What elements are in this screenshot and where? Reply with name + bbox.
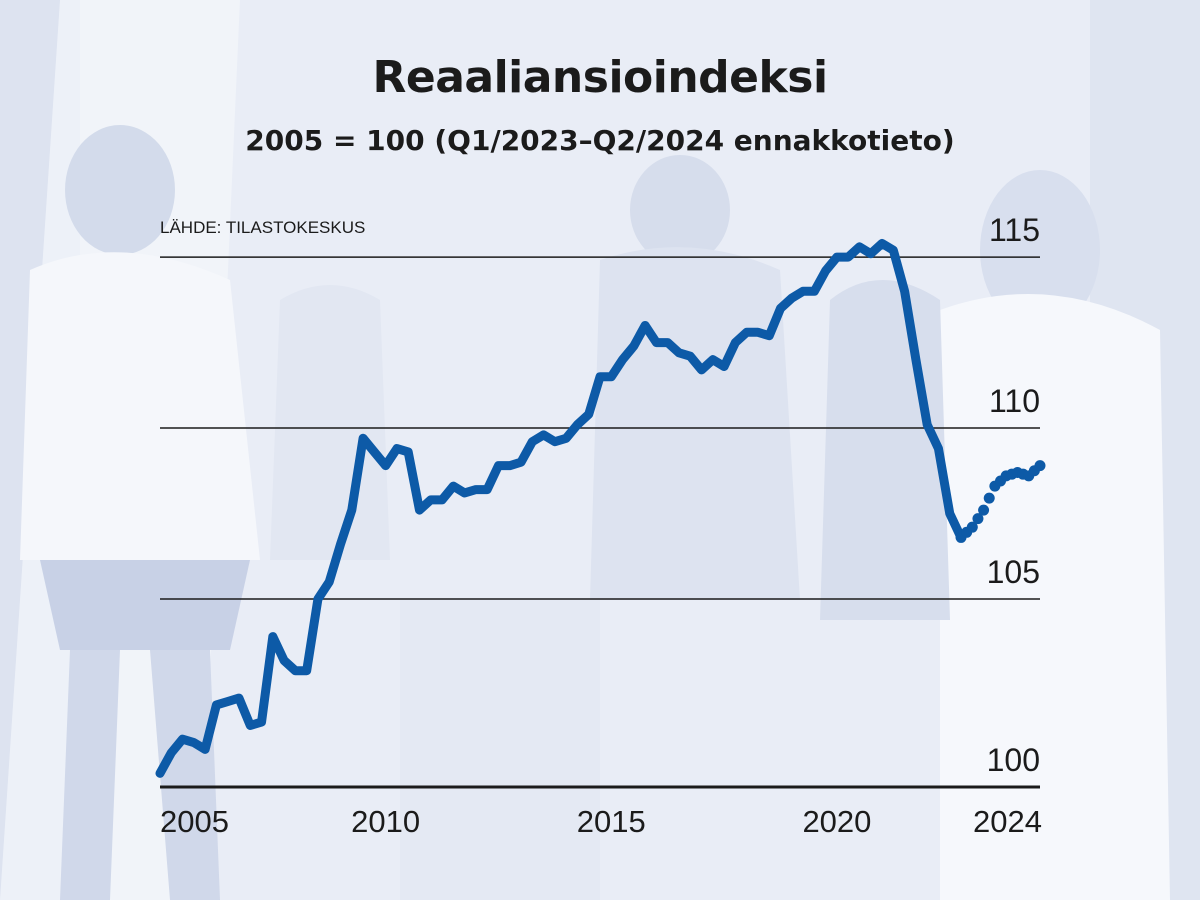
y-tick-label: 100 [987, 742, 1040, 778]
chart-title: Reaaliansioindeksi [372, 52, 828, 103]
source-label: LÄHDE: TILASTOKESKUS [160, 218, 366, 237]
data-point [966, 521, 978, 533]
data-point [1034, 460, 1046, 472]
series-layer [155, 238, 1046, 778]
data-point [978, 504, 990, 516]
y-tick-label: 110 [989, 383, 1040, 419]
series-line-0 [155, 238, 966, 778]
y-tick-label: 105 [987, 554, 1040, 590]
x-tick-label: 2020 [802, 804, 871, 839]
y-tick-label: 115 [989, 212, 1040, 248]
chart-subtitle: 2005 = 100 (Q1/2023–Q2/2024 ennakkotieto… [245, 124, 955, 157]
x-tick-labels: 2005 2010 2015 2020 2024 [160, 804, 1042, 839]
x-tick-label: 2024 [973, 804, 1042, 839]
data-point [972, 513, 984, 525]
x-tick-label: 2015 [577, 804, 646, 839]
data-point [983, 492, 995, 504]
x-tick-label: 2005 [160, 804, 229, 839]
y-tick-labels: 100 105 110 115 [987, 212, 1040, 778]
series-dotted-markers [955, 460, 1046, 543]
x-tick-label: 2010 [351, 804, 420, 839]
